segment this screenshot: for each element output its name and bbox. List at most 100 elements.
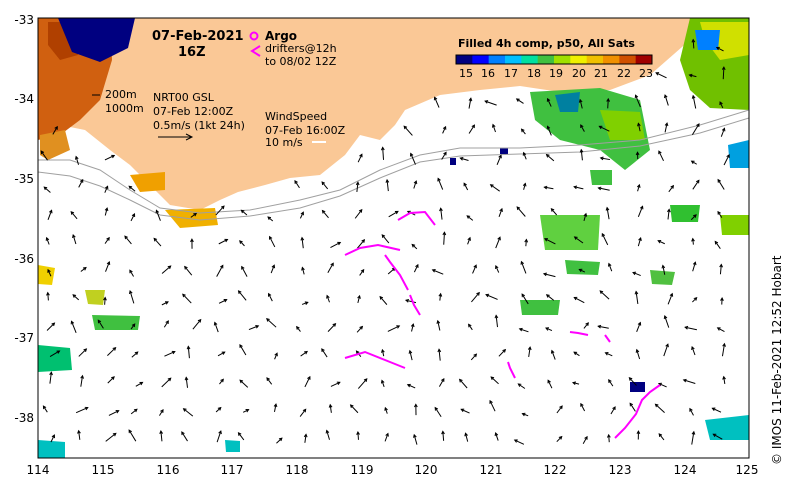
y-tick-label: -38	[14, 411, 34, 425]
current-arrow	[441, 152, 447, 160]
current-arrowhead	[164, 301, 169, 305]
current-arrow	[692, 262, 696, 272]
current-arrow	[574, 297, 585, 304]
current-arrow	[387, 267, 396, 275]
current-arrow	[269, 236, 276, 248]
current-arrowhead	[361, 239, 366, 243]
current-arrow	[160, 431, 163, 442]
current-arrow	[216, 265, 224, 277]
current-arrowhead	[411, 243, 416, 248]
current-arrow	[266, 318, 277, 328]
colorbar-tick: 17	[504, 67, 518, 80]
current-arrowhead	[467, 236, 471, 241]
current-arrow	[128, 429, 137, 442]
current-arrow	[664, 94, 669, 106]
current-arrowhead	[696, 123, 700, 128]
current-arrow	[582, 436, 588, 444]
current-arrow	[495, 237, 501, 249]
current-arrowhead	[72, 294, 77, 298]
current-arrowhead	[691, 237, 695, 242]
current-arrowhead	[43, 186, 48, 191]
current-arrowhead	[321, 181, 326, 186]
current-arrowhead	[300, 211, 304, 216]
current-arrow	[299, 409, 307, 417]
current-arrowhead	[695, 179, 700, 184]
current-arrowhead	[466, 215, 471, 219]
current-arrowhead	[379, 295, 384, 300]
current-arrow	[49, 372, 52, 384]
current-arrow	[80, 375, 84, 387]
current-arrow	[129, 290, 135, 304]
current-arrow	[266, 377, 273, 385]
current-arrowhead	[473, 353, 478, 358]
current-arrow	[556, 405, 563, 414]
current-arrowhead	[358, 208, 363, 213]
current-arrowhead	[48, 209, 53, 214]
current-arrow	[124, 235, 132, 245]
current-arrow	[547, 380, 553, 389]
current-arrowhead	[355, 181, 360, 186]
current-arrowhead	[385, 432, 389, 437]
current-arrow	[130, 408, 138, 415]
current-arrowhead	[558, 435, 563, 440]
current-arrowhead	[359, 153, 363, 158]
current-arrow	[495, 432, 499, 441]
current-arrow	[164, 351, 176, 357]
current-arrowhead	[550, 349, 555, 354]
current-arrowhead	[139, 381, 144, 386]
current-arrowhead	[635, 348, 640, 353]
current-arrow	[40, 150, 48, 161]
current-arrow	[185, 377, 188, 388]
current-arrow	[218, 299, 227, 304]
current-arrow	[182, 293, 192, 304]
current-arrow	[104, 155, 115, 161]
current-arrow	[667, 209, 670, 220]
colorbar-segment	[570, 55, 588, 64]
colorbar: Filled 4h comp, p50, All Sats 15 16 17 1…	[455, 37, 653, 80]
current-arrow	[388, 211, 399, 218]
current-arrowhead	[635, 151, 640, 156]
current-arrowhead	[409, 152, 414, 157]
current-arrowhead	[520, 260, 525, 265]
plot-frame	[37, 17, 750, 459]
current-arrow	[485, 294, 498, 300]
current-arrow	[413, 264, 419, 273]
current-arrowhead	[186, 345, 191, 350]
current-arrowhead	[490, 376, 495, 381]
current-arrow	[655, 403, 665, 413]
current-arrow	[105, 261, 110, 272]
current-arrowhead	[124, 235, 128, 240]
current-arrow	[722, 67, 725, 80]
current-arrow	[668, 185, 674, 193]
current-arrowhead	[104, 207, 109, 212]
current-arrowhead	[213, 321, 218, 326]
current-arrowhead	[524, 238, 529, 243]
colorbar-title: Filled 4h comp, p50, All Sats	[458, 37, 635, 50]
current-arrowhead	[45, 236, 50, 241]
current-arrow	[438, 349, 441, 361]
current-arrowhead	[77, 429, 81, 434]
current-arrow	[47, 269, 52, 277]
colorbar-segment	[472, 55, 490, 64]
current-arrow	[80, 267, 87, 272]
current-arrow	[467, 237, 471, 245]
current-arrow	[386, 179, 389, 192]
drifter-track	[569, 331, 589, 336]
current-arrow	[155, 210, 161, 221]
current-arrow	[381, 349, 385, 357]
current-arrowhead	[217, 406, 222, 411]
current-arrowhead	[516, 206, 521, 211]
current-arrow	[129, 269, 135, 277]
current-arrowhead	[628, 377, 633, 381]
current-arrow	[717, 211, 723, 218]
current-arrowhead	[396, 325, 401, 329]
current-arrowhead	[394, 210, 399, 215]
current-arrowhead	[726, 153, 730, 158]
current-arrow	[239, 344, 247, 356]
current-arrow	[516, 206, 526, 217]
current-arrowhead	[638, 236, 642, 242]
current-arrow	[357, 378, 368, 389]
current-arrow	[381, 234, 390, 244]
current-arrowhead	[103, 296, 107, 301]
current-arrowhead	[304, 301, 309, 305]
